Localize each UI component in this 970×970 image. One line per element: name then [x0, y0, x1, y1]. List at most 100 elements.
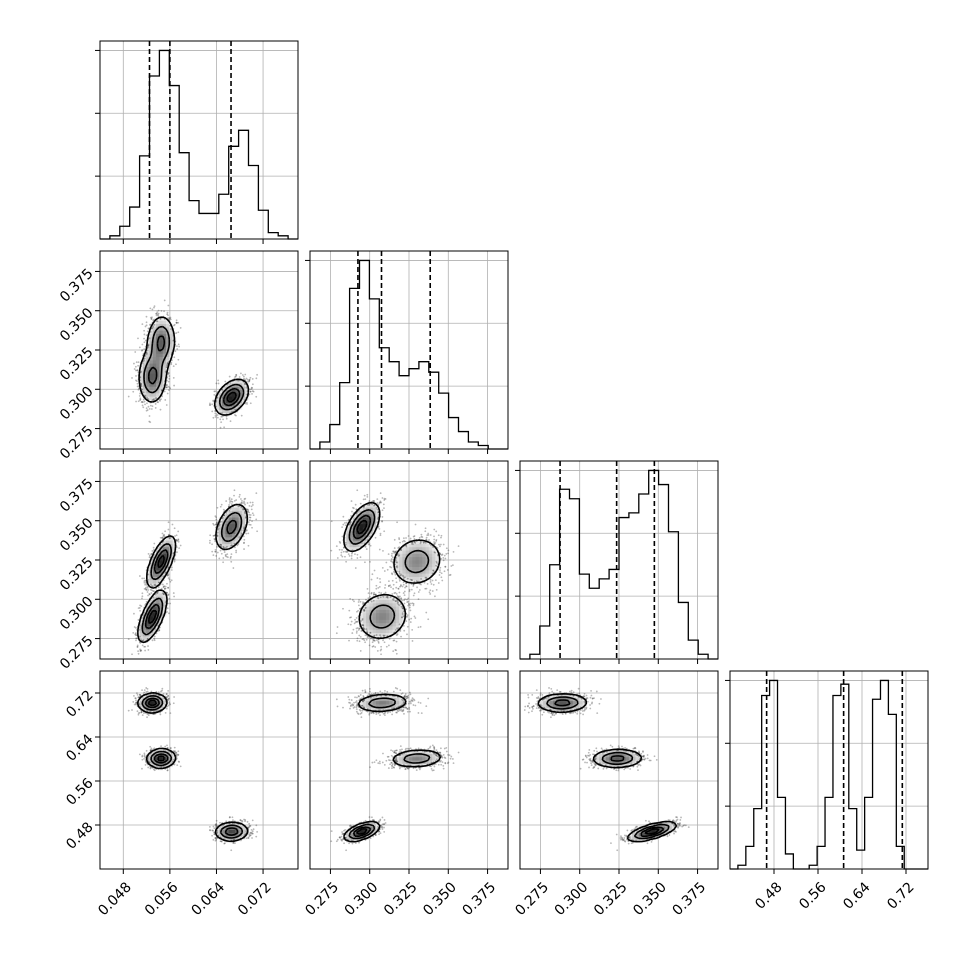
sample-point [232, 841, 235, 844]
sample-point [369, 560, 371, 563]
density-cell-1-0 [146, 383, 150, 387]
sample-point [398, 572, 401, 575]
sample-point [143, 691, 146, 694]
sample-point [569, 690, 571, 693]
sample-point [232, 838, 235, 841]
density-cell-1-0 [225, 392, 230, 397]
sample-point [215, 523, 218, 526]
density-cell-2-1 [412, 546, 416, 551]
sample-point [247, 544, 250, 547]
sample-point [168, 578, 171, 581]
sample-point [589, 759, 592, 761]
sample-point [138, 346, 141, 349]
sample-point [222, 561, 225, 564]
sample-point [372, 500, 375, 503]
sample-point [141, 577, 144, 580]
density-cell-1-0 [146, 343, 150, 348]
sample-point [174, 750, 176, 753]
sample-point [249, 501, 252, 504]
sample-point [403, 599, 405, 602]
sample-point [403, 700, 405, 703]
sample-point [437, 534, 440, 537]
sample-point [211, 829, 214, 832]
sample-point [417, 701, 420, 704]
sample-point [396, 749, 398, 752]
density-cell-3-1 [412, 750, 416, 754]
sample-point [363, 706, 365, 709]
sample-point [330, 549, 333, 552]
density-cell-2-0 [139, 629, 144, 633]
sample-point [248, 513, 251, 516]
sample-point [395, 760, 398, 763]
sample-point [400, 598, 402, 601]
density-cell-3-1 [382, 700, 387, 705]
density-cell-3-2 [605, 760, 610, 764]
density-cell-3-2 [556, 697, 560, 702]
density-cell-3-0 [228, 829, 233, 834]
sample-point [349, 705, 352, 708]
sample-point [393, 571, 396, 574]
sample-point [429, 751, 431, 754]
density-cell-1-0 [159, 326, 164, 331]
sample-point [407, 535, 410, 537]
sample-point [668, 834, 671, 836]
density-cell-1-0 [225, 383, 230, 387]
density-cell-1-0 [142, 392, 147, 397]
density-cell-3-1 [385, 704, 390, 708]
density-cell-3-1 [422, 756, 426, 761]
density-cell-2-1 [405, 556, 410, 561]
density-cell-1-0 [156, 376, 160, 381]
sample-point [151, 399, 154, 402]
sample-point [450, 755, 453, 758]
sample-point [591, 759, 594, 762]
sample-point [373, 635, 375, 637]
sample-point [349, 824, 352, 827]
density-cell-2-1 [346, 546, 350, 551]
density-cell-3-2 [572, 700, 577, 705]
density-cell-2-1 [422, 576, 426, 581]
sample-point [537, 697, 539, 700]
density-cell-1-0 [232, 409, 236, 414]
density-cell-2-1 [376, 507, 380, 511]
sample-point [172, 702, 175, 705]
sample-point [209, 829, 211, 831]
density-cell-3-1 [376, 704, 380, 708]
sample-point [147, 552, 150, 555]
density-cell-2-1 [432, 546, 436, 551]
sample-point [446, 569, 449, 571]
sample-point [432, 583, 435, 586]
sample-point [141, 343, 144, 346]
sample-point [395, 711, 398, 714]
sample-point [424, 587, 427, 590]
sample-point [352, 507, 355, 510]
sample-point [158, 399, 161, 401]
density-cell-3-2 [556, 694, 560, 698]
density-cell-3-2 [635, 832, 640, 837]
sample-point [590, 702, 593, 705]
density-cell-2-0 [139, 622, 144, 627]
sample-point [354, 553, 356, 556]
sample-point [169, 602, 172, 605]
sample-point [615, 833, 618, 836]
sample-point [377, 825, 379, 828]
density-cell-2-1 [366, 523, 370, 528]
density-cell-3-0 [235, 832, 239, 837]
density-cell-3-2 [605, 753, 610, 758]
density-cell-2-0 [146, 569, 150, 574]
sample-point [369, 766, 371, 768]
sample-point [545, 696, 548, 699]
density-cell-2-1 [379, 619, 383, 624]
sample-point [136, 369, 138, 372]
sample-point [209, 403, 212, 406]
sample-point [209, 534, 212, 537]
sample-point [419, 625, 422, 628]
density-cell-2-0 [156, 589, 160, 594]
sample-point [378, 591, 381, 594]
sample-point [427, 532, 430, 535]
sample-point [255, 492, 258, 495]
sample-point [138, 711, 141, 714]
sample-point [396, 633, 399, 635]
sample-point [619, 837, 622, 839]
sample-point [230, 544, 233, 547]
sample-point [399, 595, 401, 598]
